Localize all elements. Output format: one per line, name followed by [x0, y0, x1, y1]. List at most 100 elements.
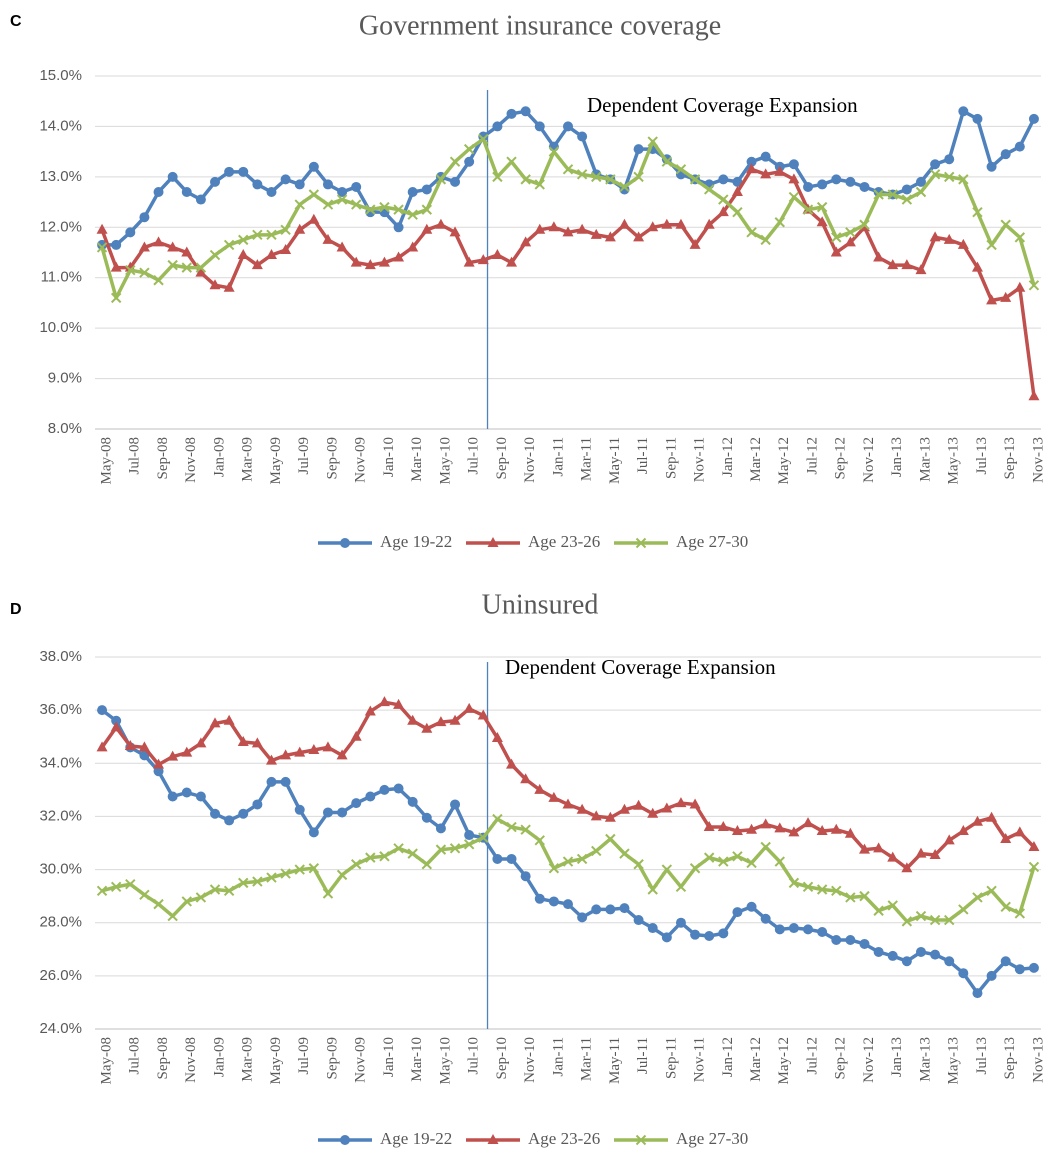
marker: [224, 166, 235, 177]
x-tick-label: Mar-09: [240, 437, 256, 482]
x-tick-label: Jul-08: [127, 437, 143, 475]
marker: [929, 914, 941, 926]
marker: [760, 234, 771, 246]
marker: [336, 869, 348, 881]
x-tick-label: Nov-13: [1030, 437, 1045, 483]
marker: [633, 915, 644, 926]
marker: [463, 839, 475, 850]
marker: [238, 166, 249, 177]
marker: [322, 741, 334, 752]
marker: [972, 988, 983, 999]
marker: [435, 844, 447, 855]
marker: [252, 799, 263, 810]
marker: [930, 159, 941, 170]
marker: [96, 885, 108, 897]
marker: [802, 881, 814, 893]
marker: [859, 843, 871, 854]
x-tick-label: Sep-08: [155, 437, 171, 480]
marker: [167, 791, 178, 802]
marker: [492, 171, 503, 183]
marker: [97, 705, 108, 716]
marker: [618, 803, 630, 814]
marker: [816, 825, 828, 836]
marker: [308, 189, 320, 200]
marker: [944, 956, 955, 967]
marker: [252, 179, 263, 190]
marker: [604, 811, 616, 822]
marker: [153, 186, 164, 197]
x-tick-label: Sep-13: [1002, 437, 1018, 480]
marker: [647, 221, 659, 232]
marker: [1000, 219, 1011, 230]
marker: [873, 189, 884, 200]
x-tick-label: Jul-12: [804, 1037, 820, 1075]
marker: [732, 907, 743, 918]
marker: [449, 226, 461, 237]
marker: [266, 872, 277, 883]
marker: [393, 251, 405, 262]
marker: [294, 804, 305, 815]
series: [97, 106, 1039, 548]
marker: [421, 722, 433, 733]
marker: [859, 219, 870, 230]
x-tick-label: Nov-11: [692, 437, 708, 482]
marker: [591, 171, 602, 183]
marker: [379, 851, 390, 862]
marker: [746, 901, 757, 912]
x-tick-label: May-12: [776, 437, 792, 485]
marker: [887, 950, 898, 961]
marker: [520, 236, 532, 247]
x-tick-label: Jul-13: [974, 437, 990, 475]
marker: [138, 241, 150, 252]
marker: [393, 222, 404, 233]
marker: [223, 885, 235, 897]
marker: [181, 746, 193, 757]
x-tick-label: Nov-10: [522, 1037, 538, 1083]
x-tick-label: Jan-13: [889, 1037, 905, 1077]
marker: [746, 857, 757, 869]
marker: [1014, 826, 1026, 837]
marker: [492, 121, 503, 132]
x-tick-label: Sep-10: [494, 1037, 510, 1080]
marker: [477, 254, 489, 265]
marker: [831, 232, 842, 243]
marker: [887, 851, 899, 862]
marker: [915, 910, 927, 922]
marker: [1014, 281, 1026, 292]
marker: [110, 721, 122, 732]
marker: [633, 859, 644, 870]
marker: [971, 815, 983, 826]
x-tick-label: Mar-11: [579, 1037, 595, 1081]
marker: [760, 913, 771, 924]
marker: [576, 853, 588, 865]
marker: [167, 750, 179, 761]
marker: [252, 876, 263, 887]
marker: [704, 931, 715, 941]
marker: [209, 884, 221, 895]
marker: [265, 249, 277, 260]
marker: [831, 174, 842, 185]
marker: [520, 871, 531, 882]
marker: [506, 853, 517, 864]
marker: [774, 217, 785, 228]
marker: [830, 246, 842, 257]
marker: [393, 204, 404, 215]
marker: [661, 802, 673, 813]
marker: [1028, 840, 1040, 851]
marker: [944, 171, 955, 183]
x-tick-label: Sep-09: [324, 437, 340, 480]
marker: [802, 204, 814, 215]
chart-title: Uninsured: [482, 589, 599, 620]
marker: [548, 146, 560, 157]
marker: [167, 910, 178, 922]
marker: [986, 294, 998, 305]
marker: [393, 783, 404, 794]
marker: [421, 812, 432, 823]
marker: [689, 863, 701, 874]
marker: [718, 194, 729, 205]
marker: [831, 885, 842, 897]
marker: [209, 249, 221, 261]
marker: [873, 842, 885, 853]
marker: [125, 264, 136, 276]
marker: [873, 946, 884, 957]
